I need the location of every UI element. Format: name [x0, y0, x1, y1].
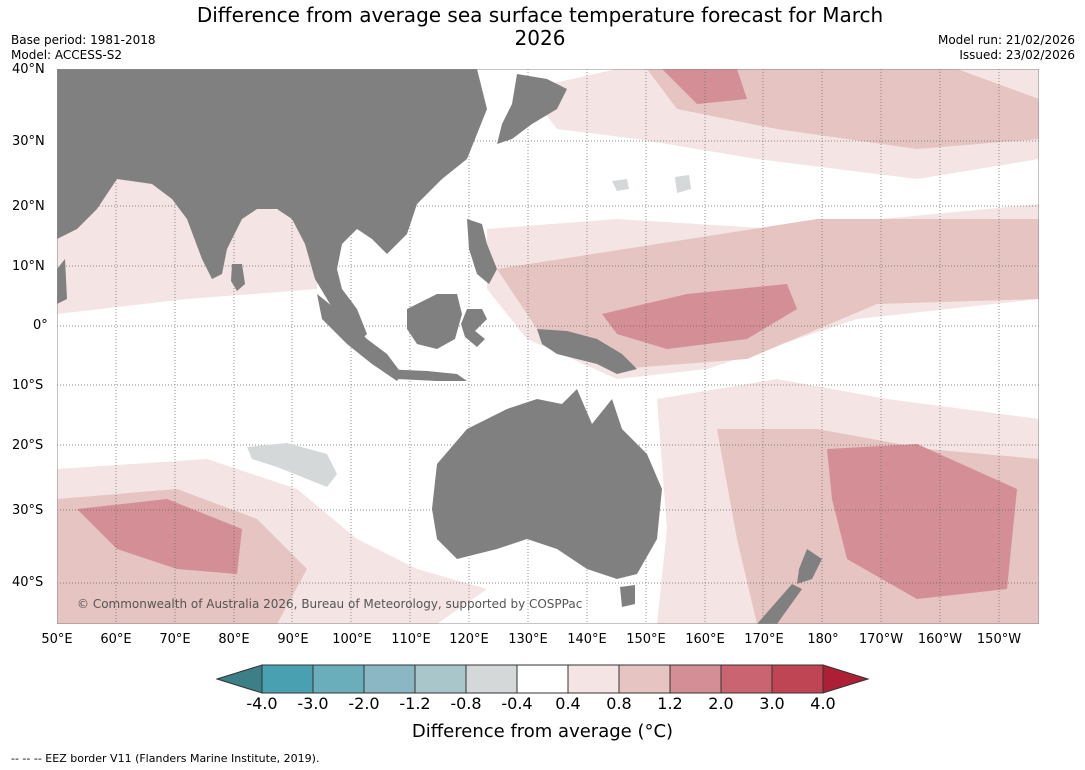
anomaly-regions [57, 69, 1039, 624]
lat-label-40s: 40°S [12, 575, 44, 590]
cbar-tick-7: 0.8 [606, 694, 632, 713]
lon-label-60e: 60°E [100, 632, 132, 647]
lon-label-110e: 110°E [391, 632, 431, 647]
cbar-swatch-4 [414, 664, 467, 694]
anomaly-patch-south-pacific [827, 444, 1017, 599]
australia [432, 389, 662, 579]
issued-date: Issued: 23/02/2026 [959, 48, 1075, 62]
lon-label-80e: 80°E [218, 632, 250, 647]
borneo [407, 294, 462, 349]
anomaly-band-strong-equatorial [602, 284, 797, 349]
anomaly-patch-north-pacific [662, 69, 747, 104]
lon-label-100e: 100°E [332, 632, 372, 647]
cbar-tick-8: 1.2 [657, 694, 683, 713]
sumatra [317, 294, 402, 381]
cbar-tick-6: 0.4 [555, 694, 581, 713]
cbar-swatch-8 [618, 664, 671, 694]
cbar-tick-10: 3.0 [759, 694, 785, 713]
lat-label-30s: 30°S [12, 503, 44, 518]
cbar-swatch-10 [720, 664, 773, 694]
java [382, 369, 467, 381]
cbar-tick-2: -2.0 [348, 694, 380, 713]
model-run: Model run: 21/02/2026 [937, 33, 1075, 47]
cbar-arrow-high [822, 664, 870, 694]
meta-left: Base period: 1981-2018 Model: ACCESS-S2 [11, 33, 156, 63]
lat-label-10n: 10°N [12, 259, 45, 274]
new-guinea [537, 329, 637, 374]
colorbar [216, 664, 870, 694]
lon-label-160e: 160°E [685, 632, 725, 647]
lon-label-150w: 150°W [976, 632, 1022, 647]
lon-label-170e: 170°E [744, 632, 784, 647]
cbar-tick-1: -3.0 [297, 694, 329, 713]
cbar-tick-0: -4.0 [246, 694, 278, 713]
land-masses [57, 69, 822, 624]
cool-patches [247, 175, 691, 487]
cool-patch-indian-ocean [247, 443, 337, 487]
japan [497, 74, 567, 144]
base-period: Base period: 1981-2018 [11, 33, 156, 47]
cbar-swatch-9 [669, 664, 722, 694]
lat-label-40n: 40°N [12, 62, 45, 77]
anomaly-patch-south-indian [77, 499, 242, 574]
eez-border-note: -- -- -- EEZ border V11 (Flanders Marine… [11, 752, 320, 765]
meta-right: Model run: 21/02/2026 Issued: 23/02/2026 [938, 33, 1075, 63]
copyright-notice: © Commonwealth of Australia 2026, Bureau… [77, 597, 583, 611]
lon-label-120e: 120°E [449, 632, 489, 647]
lat-label-30n: 30°N [12, 134, 45, 149]
lat-label-eq: 0° [33, 318, 48, 333]
asia-mainland [57, 69, 487, 344]
sulawesi [461, 309, 487, 347]
cbar-swatch-1 [261, 664, 314, 694]
cbar-tick-5: -0.4 [501, 694, 533, 713]
cbar-swatch-2 [312, 664, 365, 694]
lon-label-170w: 170°W [858, 632, 904, 647]
cbar-swatch-5 [465, 664, 518, 694]
cbar-tick-11: 4.0 [810, 694, 836, 713]
lon-label-160w: 160°W [917, 632, 963, 647]
tasmania [620, 585, 635, 607]
new-zealand-south [757, 584, 802, 624]
cbar-swatch-7 [567, 664, 620, 694]
lon-label-130e: 130°E [508, 632, 548, 647]
cbar-swatch-11 [771, 664, 824, 694]
cbar-tick-4: -0.8 [450, 694, 482, 713]
cool-patch-pacific-b [675, 175, 691, 193]
lon-label-140e: 140°E [567, 632, 607, 647]
lat-label-20n: 20°N [12, 199, 45, 214]
africa-horn [57, 259, 67, 304]
cbar-arrow-low [216, 664, 263, 694]
sst-anomaly-map [57, 69, 1039, 624]
colorbar-label: Difference from average (°C) [411, 721, 674, 742]
model-name: Model: ACCESS-S2 [11, 48, 123, 62]
cbar-tick-9: 2.0 [708, 694, 734, 713]
anomaly-band-light-north-indian [57, 139, 317, 314]
lat-label-20s: 20°S [12, 438, 44, 453]
cool-patch-pacific-a [612, 179, 629, 191]
anomaly-band-medium-north-pacific [647, 69, 1039, 149]
lon-label-70e: 70°E [159, 632, 191, 647]
sri-lanka [231, 264, 245, 291]
new-zealand-north [797, 549, 822, 584]
cbar-tick-3: -1.2 [399, 694, 431, 713]
lon-label-90e: 90°E [277, 632, 309, 647]
lon-label-50e: 50°E [41, 632, 73, 647]
cbar-swatch-3 [363, 664, 416, 694]
philippines [467, 219, 497, 284]
map-title: Difference from average sea surface temp… [196, 3, 884, 50]
lat-label-10s: 10°S [12, 378, 44, 393]
cbar-swatch-6 [516, 664, 569, 694]
lon-label-180: 180° [807, 632, 839, 647]
lon-label-150e: 150°E [626, 632, 666, 647]
